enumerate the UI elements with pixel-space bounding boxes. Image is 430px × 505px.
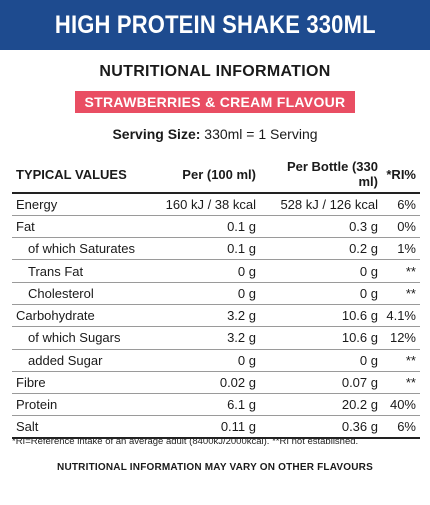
header-ri-percent: *RI%	[382, 156, 420, 194]
per-bottle-value: 20.2 g	[260, 393, 382, 417]
nutrient-name: Fibre	[12, 371, 160, 395]
nutrient-name: of which Saturates	[12, 237, 160, 261]
per-100ml-value: 0 g	[160, 282, 260, 305]
table-row: Salt 0.11 g 0.36 g 6%	[12, 415, 420, 440]
table-row: Fibre 0.02 g 0.07 g **	[12, 371, 420, 395]
serving-size: Serving Size: 330ml = 1 Serving	[0, 126, 430, 142]
table-row: Carbohydrate 3.2 g 10.6 g 4.1%	[12, 304, 420, 328]
ri-value: 6%	[382, 193, 420, 216]
nutrient-name: Trans Fat	[12, 259, 160, 283]
ri-value: **	[382, 282, 420, 305]
per-100ml-value: 3.2 g	[160, 304, 260, 328]
header-typical-values: TYPICAL VALUES	[12, 156, 160, 194]
per-100ml-value: 6.1 g	[160, 393, 260, 417]
ri-value: 6%	[382, 415, 420, 440]
per-100ml-value: 0.02 g	[160, 371, 260, 395]
table-row: Energy 160 kJ / 38 kcal 528 kJ / 126 kca…	[12, 193, 420, 216]
table-row: of which Sugars 3.2 g 10.6 g 12%	[12, 326, 420, 350]
per-bottle-value: 0.36 g	[260, 415, 382, 440]
table-row: Protein 6.1 g 20.2 g 40%	[12, 393, 420, 417]
per-bottle-value: 0 g	[260, 259, 382, 283]
per-100ml-value: 0.11 g	[160, 415, 260, 440]
per-bottle-value: 0 g	[260, 282, 382, 305]
ri-value: 0%	[382, 215, 420, 239]
nutrient-name: Salt	[12, 415, 160, 440]
header-per-bottle: Per Bottle (330 ml)	[260, 156, 382, 194]
nutrition-table: TYPICAL VALUES Per (100 ml) Per Bottle (…	[12, 156, 420, 440]
per-100ml-value: 0 g	[160, 349, 260, 372]
nutrient-name: Fat	[12, 215, 160, 239]
table-row: Trans Fat 0 g 0 g **	[12, 259, 420, 283]
per-bottle-value: 0 g	[260, 349, 382, 372]
table-row: Cholesterol 0 g 0 g **	[12, 282, 420, 305]
nutrient-name: Cholesterol	[12, 282, 160, 305]
per-100ml-value: 0.1 g	[160, 237, 260, 261]
ri-value: **	[382, 259, 420, 283]
title-banner: HIGH PROTEIN SHAKE 330ML	[0, 0, 430, 50]
per-bottle-value: 528 kJ / 126 kcal	[260, 193, 382, 216]
table-row: added Sugar 0 g 0 g **	[12, 349, 420, 372]
serving-label: Serving Size:	[112, 126, 201, 142]
ri-value: 4.1%	[382, 304, 420, 328]
product-title: HIGH PROTEIN SHAKE 330ML	[54, 10, 376, 39]
per-100ml-value: 160 kJ / 38 kcal	[160, 193, 260, 216]
nutrient-name: added Sugar	[12, 349, 160, 372]
header-per-100ml: Per (100 ml)	[160, 156, 260, 194]
per-100ml-value: 0 g	[160, 259, 260, 283]
per-100ml-value: 3.2 g	[160, 326, 260, 350]
ri-value: 12%	[382, 326, 420, 350]
per-bottle-value: 10.6 g	[260, 326, 382, 350]
ri-footnote: *RI=Reference intake of an average adult…	[12, 436, 359, 447]
flavour-badge-wrap: STRAWBERRIES & CREAM FLAVOUR	[0, 91, 430, 113]
per-100ml-value: 0.1 g	[160, 215, 260, 239]
per-bottle-value: 0.2 g	[260, 237, 382, 261]
ri-value: **	[382, 349, 420, 372]
per-bottle-value: 10.6 g	[260, 304, 382, 328]
table-row: Fat 0.1 g 0.3 g 0%	[12, 215, 420, 239]
per-bottle-value: 0.07 g	[260, 371, 382, 395]
nutrition-heading: NUTRITIONAL INFORMATION	[99, 63, 331, 80]
ri-value: 1%	[382, 237, 420, 261]
nutrient-name: Energy	[12, 193, 160, 216]
serving-value: 330ml = 1 Serving	[204, 126, 318, 142]
flavour-disclaimer: NUTRITIONAL INFORMATION MAY VARY ON OTHE…	[57, 462, 373, 473]
nutrition-table-wrap: TYPICAL VALUES Per (100 ml) Per Bottle (…	[12, 156, 420, 440]
ri-value: 40%	[382, 393, 420, 417]
nutrient-name: Carbohydrate	[12, 304, 160, 328]
flavour-badge: STRAWBERRIES & CREAM FLAVOUR	[74, 91, 356, 113]
nutrient-name: of which Sugars	[12, 326, 160, 350]
per-bottle-value: 0.3 g	[260, 215, 382, 239]
ri-value: **	[382, 371, 420, 395]
nutrient-name: Protein	[12, 393, 160, 417]
table-row: of which Saturates 0.1 g 0.2 g 1%	[12, 237, 420, 261]
table-header-row: TYPICAL VALUES Per (100 ml) Per Bottle (…	[12, 156, 420, 194]
